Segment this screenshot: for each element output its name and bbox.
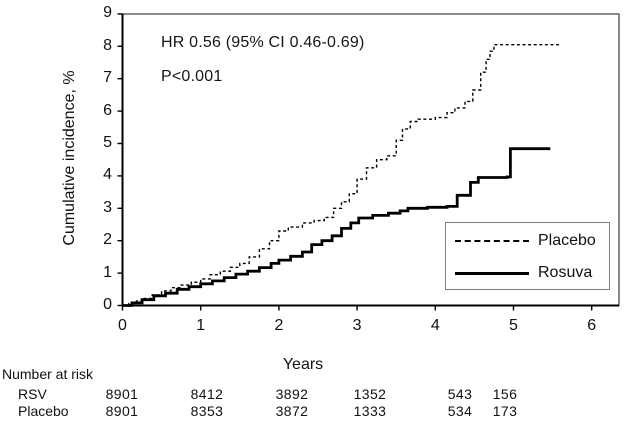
legend-label-placebo: Placebo <box>538 232 596 249</box>
y-tick-label-4: 4 <box>103 166 112 184</box>
y-tick-label-6: 6 <box>103 101 112 119</box>
legend-entry-rosuva: Rosuva <box>455 262 603 284</box>
y-tick-label-7: 7 <box>103 69 112 87</box>
risk-value-placebo-col5: 173 <box>492 403 518 419</box>
legend-entry-placebo: Placebo <box>455 230 603 252</box>
hazard-ratio-annotation: HR 0.56 (95% CI 0.46-0.69) <box>161 34 365 51</box>
y-tick-label-8: 8 <box>103 36 112 54</box>
number-at-risk-title: Number at risk <box>2 366 94 382</box>
x-tick-label-2: 2 <box>274 317 284 334</box>
y-tick-label-5: 5 <box>103 134 112 151</box>
rosuva-curve <box>122 147 551 307</box>
placebo-curve <box>122 44 561 307</box>
y-tick-label-0: 0 <box>103 296 112 313</box>
risk-value-placebo-col2: 3872 <box>275 403 309 419</box>
y-tick-label-3: 3 <box>103 198 112 216</box>
x-tick-label-6: 6 <box>587 317 597 334</box>
risk-row-label-placebo: Placebo <box>18 403 69 419</box>
y-tick-label-1: 1 <box>103 263 112 281</box>
placebo-dashed-line-sample <box>455 240 529 242</box>
risk-value-rsv-col1: 8412 <box>190 386 224 402</box>
risk-value-rsv-col4: 543 <box>447 386 473 402</box>
x-tick-label-1: 1 <box>196 317 206 334</box>
risk-value-rsv-col2: 3892 <box>275 386 309 402</box>
x-axis-title: Years <box>282 356 324 373</box>
x-tick-label-0: 0 <box>118 317 127 334</box>
legend-label-rosuva: Rosuva <box>538 264 593 281</box>
y-axis-title: Cumulative incidence, % <box>61 70 78 246</box>
risk-value-rsv-col3: 1352 <box>353 386 387 402</box>
rosuva-solid-line-sample <box>455 271 529 275</box>
risk-value-placebo-col4: 534 <box>447 403 473 419</box>
risk-value-rsv-col5: 156 <box>492 386 518 402</box>
risk-value-placebo-col3: 1333 <box>353 403 387 419</box>
x-tick-label-5: 5 <box>509 317 518 334</box>
risk-value-placebo-col0: 8901 <box>105 403 139 419</box>
x-tick-label-4: 4 <box>430 317 440 334</box>
p-value-annotation: P<0.001 <box>161 68 223 85</box>
y-tick-label-9: 9 <box>103 4 112 22</box>
risk-row-label-rsv: RSV <box>18 386 47 402</box>
risk-value-placebo-col1: 8353 <box>190 403 224 419</box>
x-tick-label-3: 3 <box>352 317 362 334</box>
y-tick-label-2: 2 <box>103 231 112 249</box>
risk-value-rsv-col0: 8901 <box>105 386 139 402</box>
legend-box: Placebo Rosuva <box>445 222 610 290</box>
